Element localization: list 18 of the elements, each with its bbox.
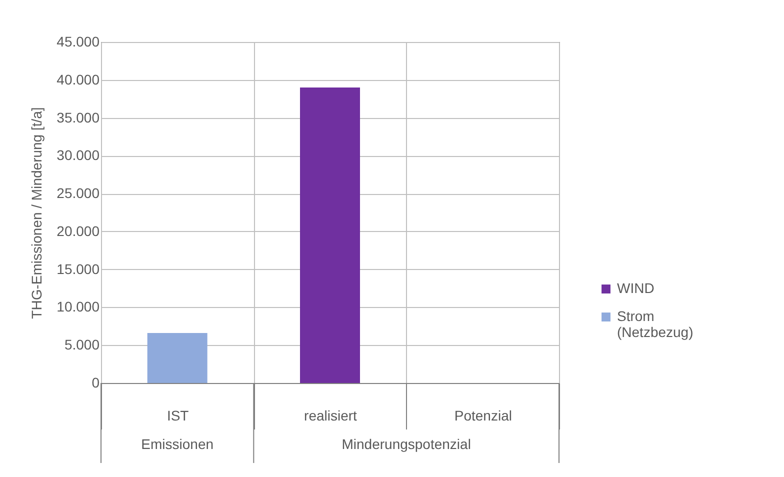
x-tick-label: realisiert	[304, 408, 358, 424]
y-axis-title: THG-Emissionen / Minderung [t/a]	[28, 107, 45, 319]
y-tick-label: 15.000	[56, 260, 100, 277]
y-tick-label: 5.000	[64, 336, 100, 353]
y-tick-label: 35.000	[56, 109, 100, 126]
y-tick-label: 10.000	[56, 298, 100, 315]
text: Minderungspotenzial	[342, 436, 471, 452]
y-tick-label: 0	[92, 374, 100, 390]
text: Emissionen	[141, 436, 214, 452]
x-tick-label: Potenzial	[454, 408, 512, 424]
legend-label: Strom (Netzbezug)	[617, 308, 694, 340]
y-tick-label: 20.000	[56, 222, 100, 239]
y-tick-label: 40.000	[56, 71, 100, 88]
x-tick-label: IST	[166, 408, 190, 424]
legend-label: WIND	[617, 280, 654, 296]
y-tick-label: 30.000	[56, 147, 100, 164]
y-tick-label: 25.000	[56, 185, 100, 202]
y-tick-label: 45.000	[56, 34, 100, 50]
